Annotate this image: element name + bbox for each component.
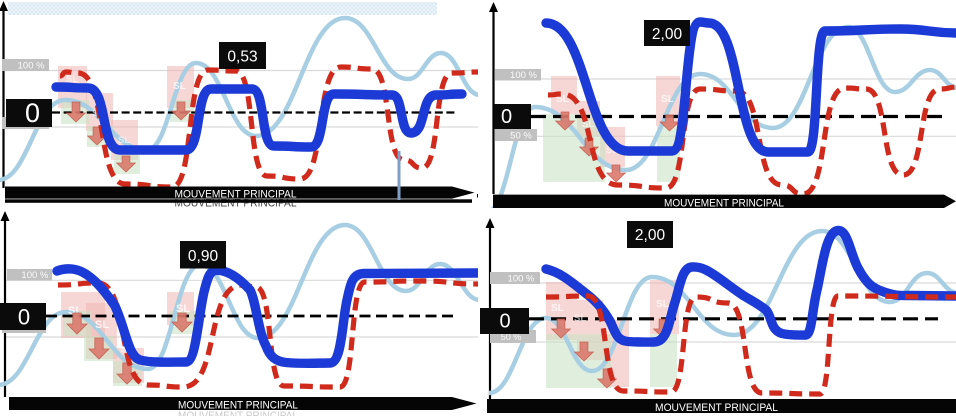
svg-text:SL: SL — [176, 303, 190, 315]
svg-text:MOUVEMENT PRINCIPAL: MOUVEMENT PRINCIPAL — [178, 410, 298, 416]
svg-text:0,90: 0,90 — [188, 248, 219, 265]
svg-text:MOUVEMENT PRINCIPAL: MOUVEMENT PRINCIPAL — [664, 197, 784, 209]
svg-text:0: 0 — [499, 311, 510, 333]
svg-text:SL: SL — [656, 299, 669, 310]
svg-text:SL: SL — [118, 135, 130, 146]
svg-text:2,00: 2,00 — [635, 227, 666, 244]
svg-text:SL: SL — [556, 94, 569, 105]
svg-text:2,00: 2,00 — [652, 26, 683, 43]
svg-text:0: 0 — [501, 106, 512, 128]
svg-text:50 %: 50 % — [501, 332, 522, 342]
svg-text:SL: SL — [661, 94, 674, 105]
svg-text:0: 0 — [18, 305, 30, 330]
svg-text:SL: SL — [95, 319, 109, 331]
svg-text:0: 0 — [25, 98, 40, 128]
svg-text:SL: SL — [551, 303, 564, 314]
svg-text:100 %: 100 % — [510, 70, 537, 81]
svg-text:100 %: 100 % — [18, 61, 45, 72]
svg-text:SL: SL — [574, 313, 586, 324]
svg-text:100 %: 100 % — [21, 270, 48, 281]
svg-text:100 %: 100 % — [508, 274, 535, 285]
svg-text:SL: SL — [582, 119, 594, 130]
svg-text:SL: SL — [66, 74, 78, 85]
svg-text:50 %: 50 % — [510, 131, 532, 142]
svg-text:MOUVEMENT PRINCIPAL: MOUVEMENT PRINCIPAL — [655, 402, 778, 414]
svg-text:0,53: 0,53 — [227, 49, 257, 66]
svg-text:MOUVEMENT PRINCIPAL: MOUVEMENT PRINCIPAL — [175, 189, 297, 201]
svg-text:SL: SL — [606, 145, 618, 156]
svg-text:SL: SL — [173, 81, 186, 92]
svg-text:MOUVEMENT PRINCIPAL: MOUVEMENT PRINCIPAL — [178, 399, 298, 411]
